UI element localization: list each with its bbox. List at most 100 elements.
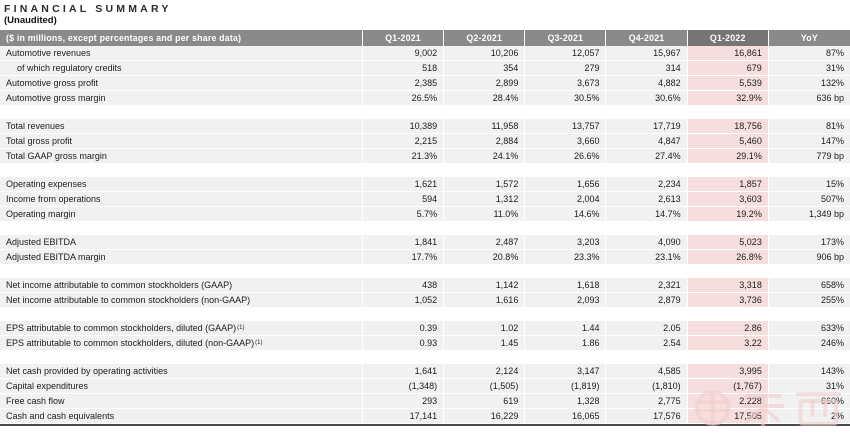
cell-q2-2021: 619 bbox=[444, 394, 526, 409]
cell-q2-2021: 16,229 bbox=[444, 409, 526, 424]
header-units-label: ($ in millions, except percentages and p… bbox=[0, 30, 363, 46]
cell-q3-2021: 3,203 bbox=[525, 235, 607, 250]
cell-q1-2022: 32.9% bbox=[687, 91, 769, 106]
cell-q1-2022: 3,736 bbox=[687, 293, 769, 308]
cell-q1-2021: 594 bbox=[363, 192, 445, 207]
table-row: Net income attributable to common stockh… bbox=[0, 293, 850, 308]
cell-q2-2021: 354 bbox=[444, 61, 526, 76]
page-title: FINANCIAL SUMMARY bbox=[4, 3, 172, 15]
cell-q3-2021: 2,093 bbox=[525, 293, 607, 308]
table-row: Automotive revenues 9,002 10,206 12,057 15,9… bbox=[0, 46, 850, 61]
cell-q1-2022: (1,767) bbox=[687, 379, 769, 394]
cell-q1-2021: 21.3% bbox=[363, 149, 445, 164]
cell-q3-2021: 3,660 bbox=[525, 134, 607, 149]
row-label: EPS attributable to common stockholders,… bbox=[0, 321, 363, 336]
cell-yoy: 173% bbox=[768, 235, 850, 250]
cell-q2-2021: 28.4% bbox=[444, 91, 526, 106]
cell-q3-2021: 13,757 bbox=[525, 119, 607, 134]
row-label: Net income attributable to common stockh… bbox=[0, 278, 363, 293]
cell-q3-2021: 16,065 bbox=[525, 409, 607, 424]
table-row: Adjusted EBITDA margin 17.7% 20.8% 23.3% 23.… bbox=[0, 250, 850, 265]
cell-q4-2021: 4,882 bbox=[606, 76, 688, 91]
cell-q1-2022: 5,539 bbox=[687, 76, 769, 91]
row-label: EPS attributable to common stockholders,… bbox=[0, 336, 363, 351]
table-row: Net cash provided by operating activitie… bbox=[0, 364, 850, 379]
row-label: Operating expenses bbox=[0, 177, 363, 192]
cell-q3-2021: 2,004 bbox=[525, 192, 607, 207]
cell-q2-2021: 2,899 bbox=[444, 76, 526, 91]
row-label: Automotive gross profit bbox=[0, 76, 363, 91]
cell-q3-2021: 1.44 bbox=[525, 321, 607, 336]
cell-q1-2022: 2.86 bbox=[687, 321, 769, 336]
table-row: Capital expenditures (1,348) (1,505) (1,819… bbox=[0, 379, 850, 394]
cell-q1-2021: 518 bbox=[363, 61, 445, 76]
table-row: Total GAAP gross margin 21.3% 24.1% 26.6% 27… bbox=[0, 149, 850, 164]
table-row: Cash and cash equivalents 17,141 16,229 16,… bbox=[0, 409, 850, 424]
cell-q1-2022: 26.8% bbox=[687, 250, 769, 265]
cell-yoy: 81% bbox=[768, 119, 850, 134]
cell-q1-2022: 18,756 bbox=[687, 119, 769, 134]
cell-yoy: 132% bbox=[768, 76, 850, 91]
group-separator bbox=[0, 222, 850, 235]
cell-q4-2021: 4,585 bbox=[606, 364, 688, 379]
row-label: Total revenues bbox=[0, 119, 363, 134]
cell-q4-2021: 2,775 bbox=[606, 394, 688, 409]
table-body: Automotive revenues 9,002 10,206 12,057 15,9… bbox=[0, 46, 850, 424]
row-label: Adjusted EBITDA bbox=[0, 235, 363, 250]
group-separator bbox=[0, 164, 850, 177]
cell-q4-2021: 4,090 bbox=[606, 235, 688, 250]
cell-yoy: 143% bbox=[768, 364, 850, 379]
cell-q1-2021: 1,621 bbox=[363, 177, 445, 192]
cell-q3-2021: 1.86 bbox=[525, 336, 607, 351]
cell-q4-2021: 2,613 bbox=[606, 192, 688, 207]
table-row: Automotive gross profit 2,385 2,899 3,673 4,… bbox=[0, 76, 850, 91]
cell-q1-2021: 17,141 bbox=[363, 409, 445, 424]
row-label: Free cash flow bbox=[0, 394, 363, 409]
cell-q1-2022: 3,318 bbox=[687, 278, 769, 293]
cell-q2-2021: 20.8% bbox=[444, 250, 526, 265]
cell-yoy: 255% bbox=[768, 293, 850, 308]
cell-q2-2021: 1,142 bbox=[444, 278, 526, 293]
cell-q4-2021: 15,967 bbox=[606, 46, 688, 61]
cell-q1-2022: 3.22 bbox=[687, 336, 769, 351]
header-q1-2021: Q1-2021 bbox=[363, 30, 445, 46]
cell-q2-2021: 1.02 bbox=[444, 321, 526, 336]
cell-q3-2021: 3,147 bbox=[525, 364, 607, 379]
row-label: Total gross profit bbox=[0, 134, 363, 149]
group-separator bbox=[0, 308, 850, 321]
cell-q3-2021: 26.6% bbox=[525, 149, 607, 164]
cell-q1-2021: 293 bbox=[363, 394, 445, 409]
cell-q1-2021: (1,348) bbox=[363, 379, 445, 394]
cell-yoy: 1,349 bp bbox=[768, 207, 850, 222]
table-row: Free cash flow 293 619 1,328 2,775 2,228 660% bbox=[0, 394, 850, 409]
row-label: Income from operations bbox=[0, 192, 363, 207]
row-label: Operating margin bbox=[0, 207, 363, 222]
cell-q4-2021: 2,321 bbox=[606, 278, 688, 293]
cell-q1-2022: 1,857 bbox=[687, 177, 769, 192]
cell-q1-2022: 3,995 bbox=[687, 364, 769, 379]
cell-q1-2022: 16,861 bbox=[687, 46, 769, 61]
cell-q4-2021: 14.7% bbox=[606, 207, 688, 222]
cell-q2-2021: 1.45 bbox=[444, 336, 526, 351]
cell-q1-2021: 2,385 bbox=[363, 76, 445, 91]
cell-q2-2021: 24.1% bbox=[444, 149, 526, 164]
cell-q1-2022: 2,228 bbox=[687, 394, 769, 409]
cell-q4-2021: 23.1% bbox=[606, 250, 688, 265]
cell-q3-2021: 3,673 bbox=[525, 76, 607, 91]
header-q4-2021: Q4-2021 bbox=[606, 30, 688, 46]
header-q2-2021: Q2-2021 bbox=[444, 30, 526, 46]
cell-q2-2021: 2,884 bbox=[444, 134, 526, 149]
table-row: EPS attributable to common stockholders,… bbox=[0, 336, 850, 351]
cell-q1-2021: 1,841 bbox=[363, 235, 445, 250]
cell-q3-2021: 1,656 bbox=[525, 177, 607, 192]
cell-q2-2021: 10,206 bbox=[444, 46, 526, 61]
cell-yoy: 779 bp bbox=[768, 149, 850, 164]
group-separator bbox=[0, 106, 850, 119]
table-row: Net income attributable to common stockh… bbox=[0, 278, 850, 293]
cell-q1-2022: 29.1% bbox=[687, 149, 769, 164]
cell-yoy: 660% bbox=[768, 394, 850, 409]
cell-q3-2021: 279 bbox=[525, 61, 607, 76]
row-label: Capital expenditures bbox=[0, 379, 363, 394]
row-label: Cash and cash equivalents bbox=[0, 409, 363, 424]
